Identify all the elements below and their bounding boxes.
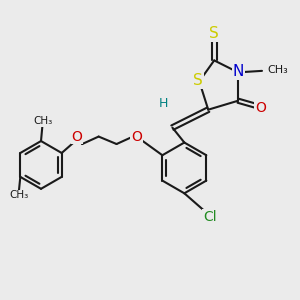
Text: H: H xyxy=(159,97,168,110)
Text: S: S xyxy=(209,26,219,41)
Text: N: N xyxy=(233,64,244,79)
Text: CH₃: CH₃ xyxy=(267,65,288,75)
Text: O: O xyxy=(255,101,266,115)
Text: CH₃: CH₃ xyxy=(33,116,52,126)
Text: S: S xyxy=(194,73,203,88)
Text: O: O xyxy=(131,130,142,144)
Text: O: O xyxy=(71,130,82,144)
Text: CH₃: CH₃ xyxy=(9,190,28,200)
Text: Cl: Cl xyxy=(203,210,217,224)
